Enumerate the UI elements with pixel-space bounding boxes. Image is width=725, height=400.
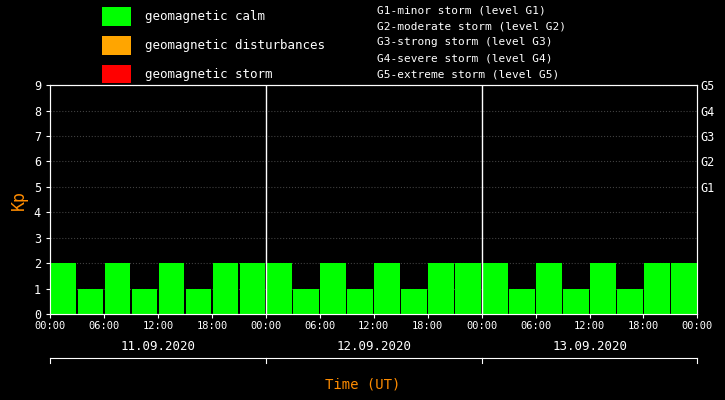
Bar <box>671 263 697 314</box>
Bar <box>267 263 292 314</box>
Bar <box>563 288 589 314</box>
Bar <box>159 263 184 314</box>
Text: G2-moderate storm (level G2): G2-moderate storm (level G2) <box>377 22 566 32</box>
Y-axis label: Kp: Kp <box>10 190 28 210</box>
Text: G5-extreme storm (level G5): G5-extreme storm (level G5) <box>377 69 559 79</box>
Bar <box>102 7 130 26</box>
Text: 12.09.2020: 12.09.2020 <box>336 340 411 352</box>
Bar <box>428 263 454 314</box>
Text: 13.09.2020: 13.09.2020 <box>552 340 627 352</box>
Bar <box>482 263 508 314</box>
Text: G1-minor storm (level G1): G1-minor storm (level G1) <box>377 6 546 16</box>
Bar <box>509 288 535 314</box>
Text: G3-strong storm (level G3): G3-strong storm (level G3) <box>377 38 552 48</box>
Bar <box>402 288 427 314</box>
Bar <box>102 65 130 84</box>
Bar <box>51 263 76 314</box>
Bar <box>102 36 130 54</box>
Text: geomagnetic storm: geomagnetic storm <box>145 68 273 81</box>
Text: geomagnetic disturbances: geomagnetic disturbances <box>145 39 325 52</box>
Bar <box>455 263 481 314</box>
Bar <box>347 288 373 314</box>
Bar <box>132 288 157 314</box>
Bar <box>374 263 400 314</box>
Bar <box>78 288 103 314</box>
Bar <box>239 263 265 314</box>
Bar <box>186 288 211 314</box>
Bar <box>590 263 616 314</box>
Text: 11.09.2020: 11.09.2020 <box>120 340 196 352</box>
Bar <box>320 263 346 314</box>
Bar <box>212 263 239 314</box>
Bar <box>104 263 130 314</box>
Bar <box>294 288 319 314</box>
Bar <box>617 288 643 314</box>
Text: Time (UT): Time (UT) <box>325 377 400 391</box>
Bar <box>536 263 562 314</box>
Bar <box>645 263 670 314</box>
Text: geomagnetic calm: geomagnetic calm <box>145 10 265 23</box>
Text: G4-severe storm (level G4): G4-severe storm (level G4) <box>377 53 552 63</box>
